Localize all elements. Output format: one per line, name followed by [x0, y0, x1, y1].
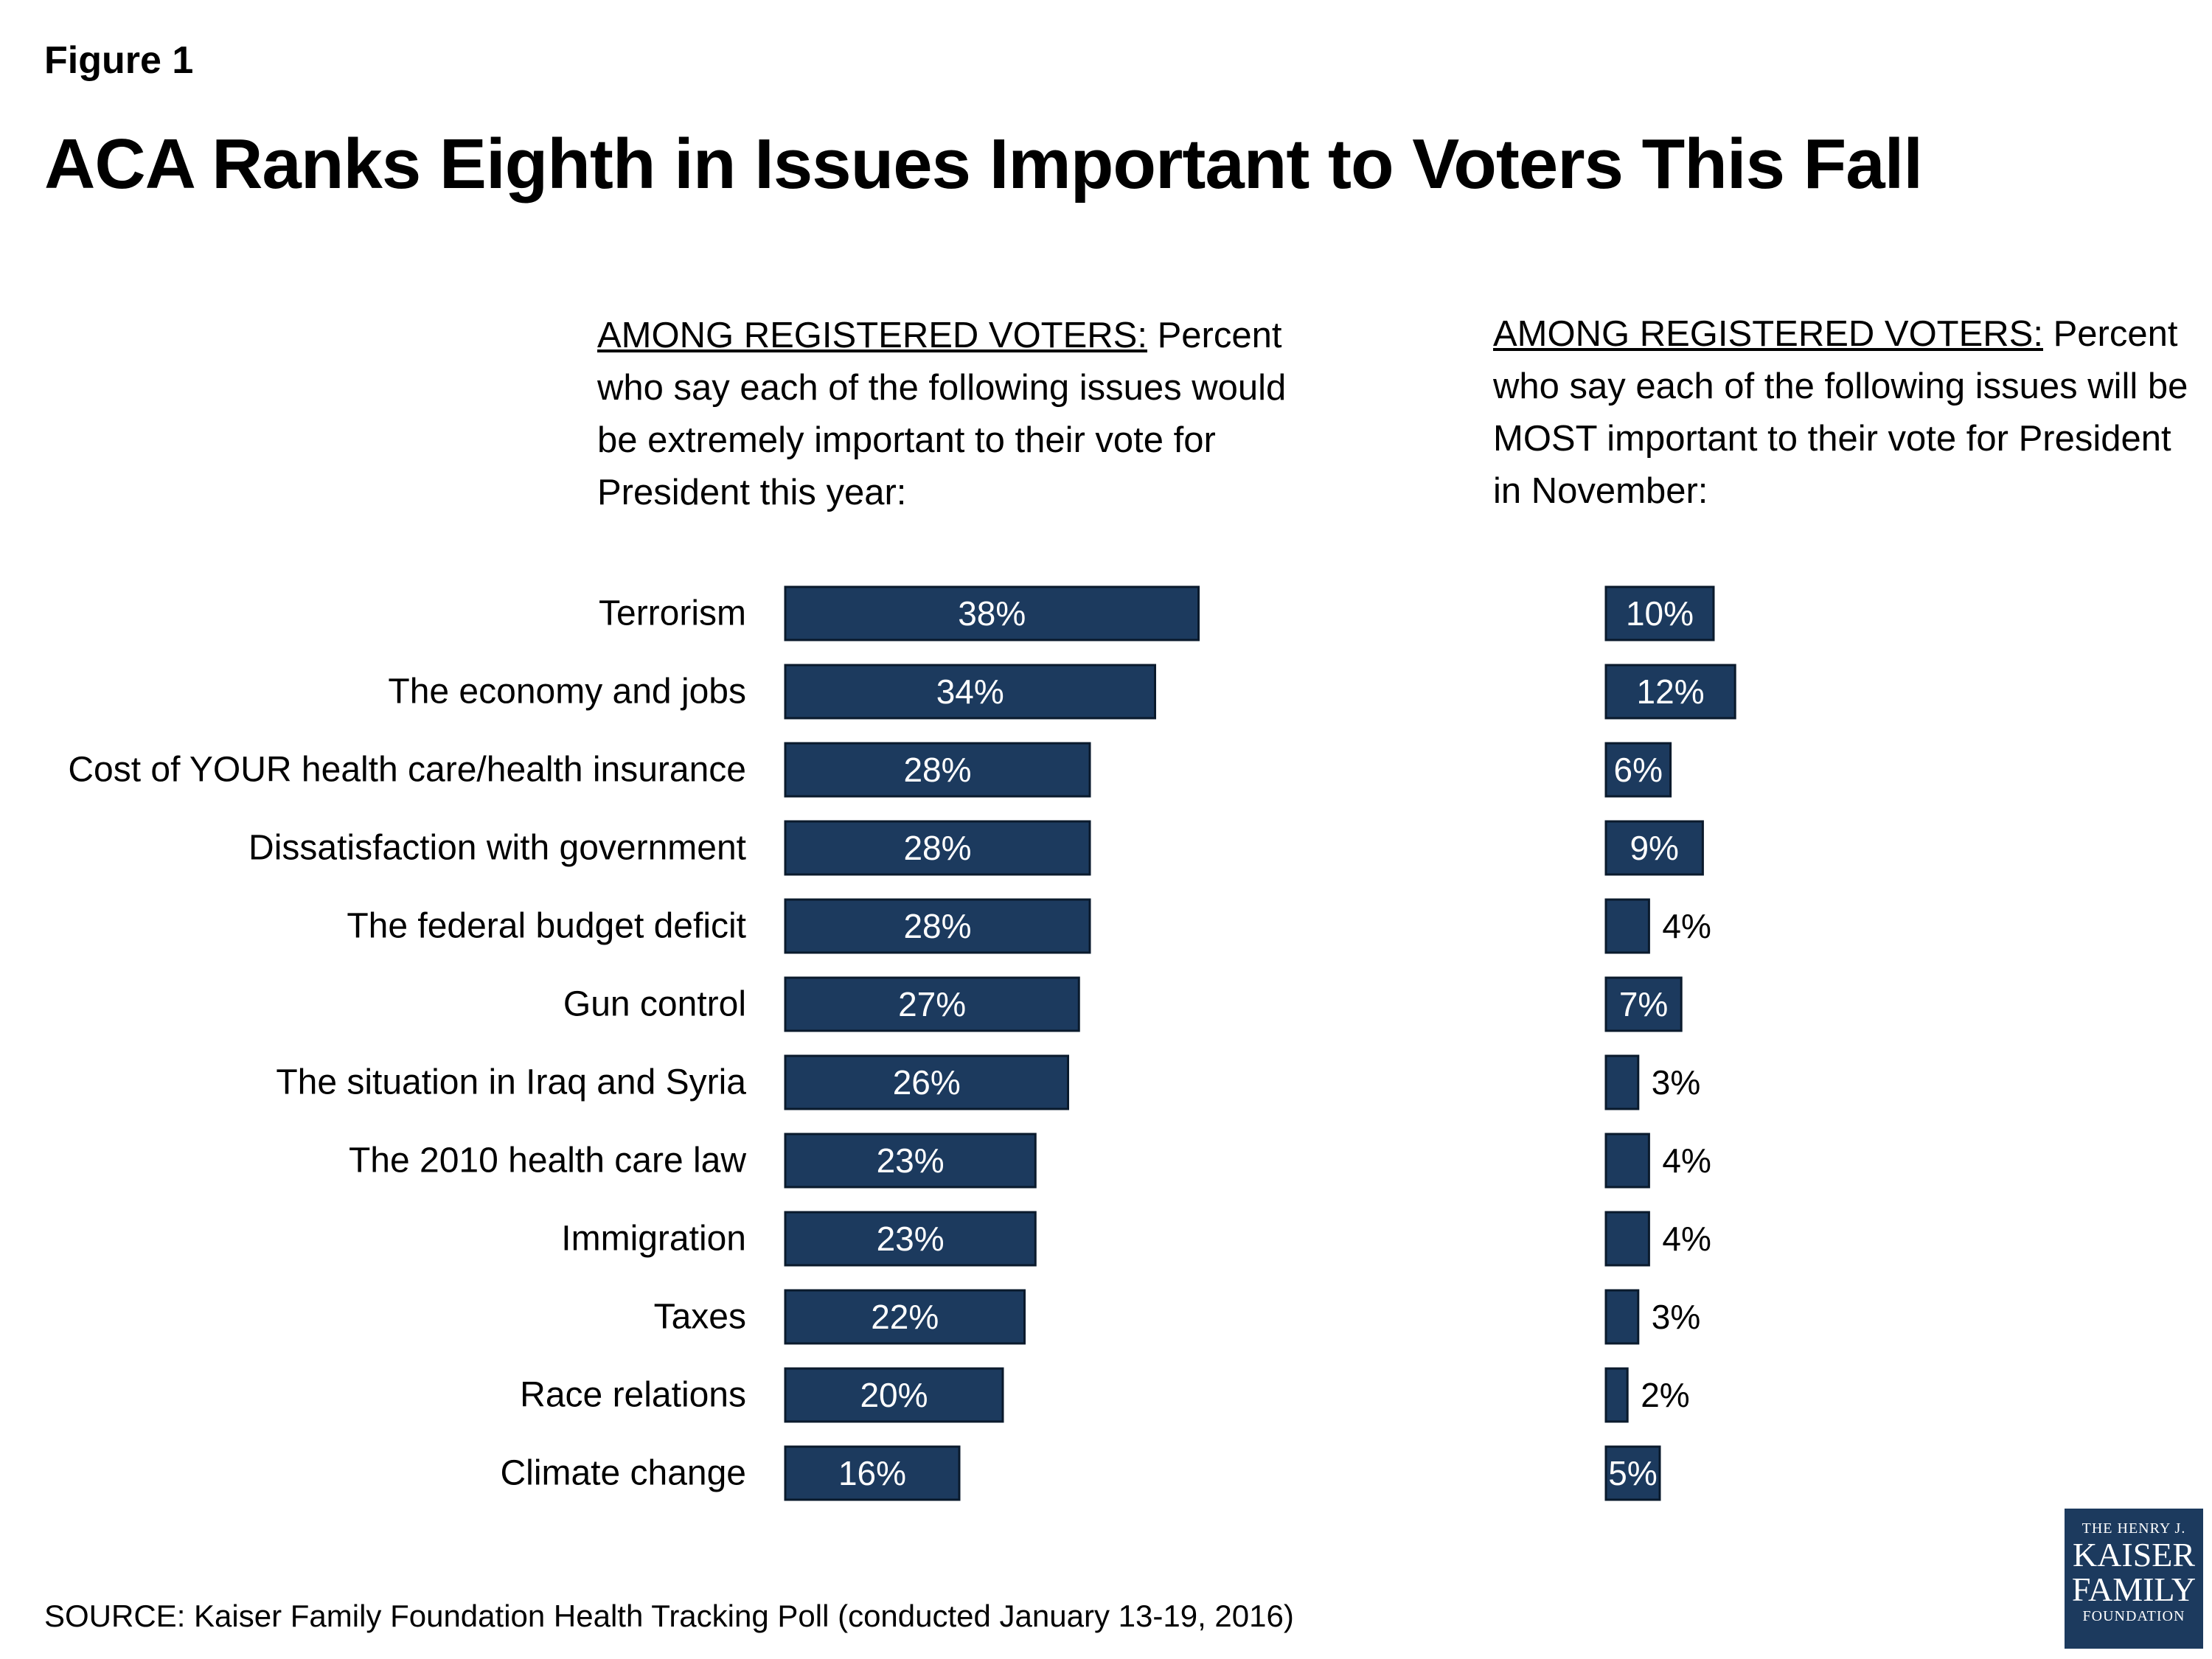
logo-line-1: THE HENRY J.	[2081, 1520, 2186, 1537]
data-label-extremely-important: 23%	[877, 1141, 945, 1180]
bar-most-important	[1604, 898, 1650, 954]
data-label-extremely-important: 38%	[958, 594, 1026, 633]
logo-line-2: KAISER	[2072, 1536, 2196, 1573]
category-label: Cost of YOUR health care/health insuranc…	[68, 751, 746, 790]
bar-extremely-important	[784, 1445, 961, 1501]
right-panel-heading: AMONG REGISTERED VOTERS: Percent who say…	[1493, 308, 2201, 518]
data-label-most-important: 4%	[1662, 1220, 1711, 1258]
left-panel-heading-underlined: AMONG REGISTERED VOTERS:	[597, 316, 1147, 355]
bar-extremely-important	[784, 1133, 1037, 1189]
right-panel-heading-underlined: AMONG REGISTERED VOTERS:	[1493, 314, 2043, 354]
chart-title: ACA Ranks Eighth in Issues Important to …	[44, 125, 1923, 204]
category-label: Terrorism	[599, 594, 746, 633]
bar-most-important	[1604, 1289, 1640, 1345]
data-label-most-important: 7%	[1619, 985, 1668, 1023]
bar-most-important	[1604, 1367, 1629, 1423]
bar-most-important	[1604, 1211, 1650, 1267]
data-label-most-important: 3%	[1652, 1298, 1700, 1336]
bar-extremely-important	[784, 976, 1080, 1032]
right-panel-heading-text: Percent who say each of the following is…	[1493, 314, 2188, 511]
category-label: Immigration	[561, 1220, 746, 1259]
data-label-most-important: 3%	[1652, 1063, 1700, 1102]
category-label: The federal budget deficit	[347, 907, 746, 946]
data-label-extremely-important: 22%	[871, 1298, 939, 1336]
category-label: Climate change	[500, 1454, 746, 1493]
bar-extremely-important	[784, 742, 1091, 798]
data-label-most-important: 4%	[1662, 907, 1711, 945]
category-label: Dissatisfaction with government	[248, 829, 746, 868]
figure-label: Figure 1	[44, 39, 194, 82]
category-label: The economy and jobs	[388, 672, 746, 712]
bar-extremely-important	[784, 1054, 1069, 1110]
data-label-most-important: 6%	[1614, 751, 1663, 789]
left-panel-heading-text: Percent who say each of the following is…	[597, 316, 1287, 512]
data-label-extremely-important: 23%	[877, 1220, 945, 1258]
bar-most-important	[1604, 664, 1736, 720]
data-label-most-important: 9%	[1630, 829, 1678, 867]
category-label: Race relations	[520, 1376, 746, 1415]
data-label-extremely-important: 28%	[903, 829, 971, 867]
bar-extremely-important	[784, 820, 1091, 876]
source-note: SOURCE: Kaiser Family Foundation Health …	[44, 1599, 1294, 1633]
data-label-extremely-important: 26%	[893, 1063, 961, 1102]
left-panel-heading: AMONG REGISTERED VOTERS: Percent who say…	[597, 310, 1305, 519]
bar-extremely-important	[784, 898, 1091, 954]
data-label-most-important: 2%	[1641, 1376, 1689, 1414]
bar-most-important	[1604, 1445, 1661, 1501]
bar-extremely-important	[784, 1211, 1037, 1267]
data-label-extremely-important: 16%	[838, 1454, 906, 1492]
bar-most-important	[1604, 976, 1683, 1032]
bar-extremely-important	[784, 1367, 1004, 1423]
logo-line-4: FOUNDATION	[2082, 1608, 2185, 1624]
data-label-most-important: 10%	[1626, 594, 1694, 633]
bar-extremely-important	[784, 1289, 1026, 1345]
category-label: Taxes	[654, 1298, 746, 1337]
bar-chart: Terrorism 38% 10% The economy and jobs 34% 12…	[68, 585, 1736, 1501]
bar-extremely-important	[784, 664, 1156, 720]
data-label-most-important: 12%	[1637, 672, 1705, 711]
bar-most-important	[1604, 1054, 1640, 1110]
bar-most-important	[1604, 585, 1715, 641]
data-label-extremely-important: 28%	[903, 751, 971, 789]
data-label-extremely-important: 28%	[903, 907, 971, 945]
bar-extremely-important	[784, 585, 1200, 641]
category-label: The 2010 health care law	[349, 1141, 746, 1180]
kff-logo: THE HENRY J. KAISER FAMILY FOUNDATION	[2065, 1509, 2203, 1649]
data-label-most-important: 5%	[1608, 1454, 1657, 1492]
bar-most-important	[1604, 820, 1704, 876]
bar-most-important	[1604, 742, 1672, 798]
data-label-extremely-important: 27%	[898, 985, 966, 1023]
data-label-most-important: 4%	[1662, 1141, 1711, 1180]
category-label: The situation in Iraq and Syria	[276, 1063, 746, 1102]
data-label-extremely-important: 34%	[936, 672, 1004, 711]
data-label-extremely-important: 20%	[860, 1376, 928, 1414]
bar-most-important	[1604, 1133, 1650, 1189]
logo-line-3: FAMILY	[2071, 1571, 2197, 1608]
category-label: Gun control	[563, 985, 746, 1024]
